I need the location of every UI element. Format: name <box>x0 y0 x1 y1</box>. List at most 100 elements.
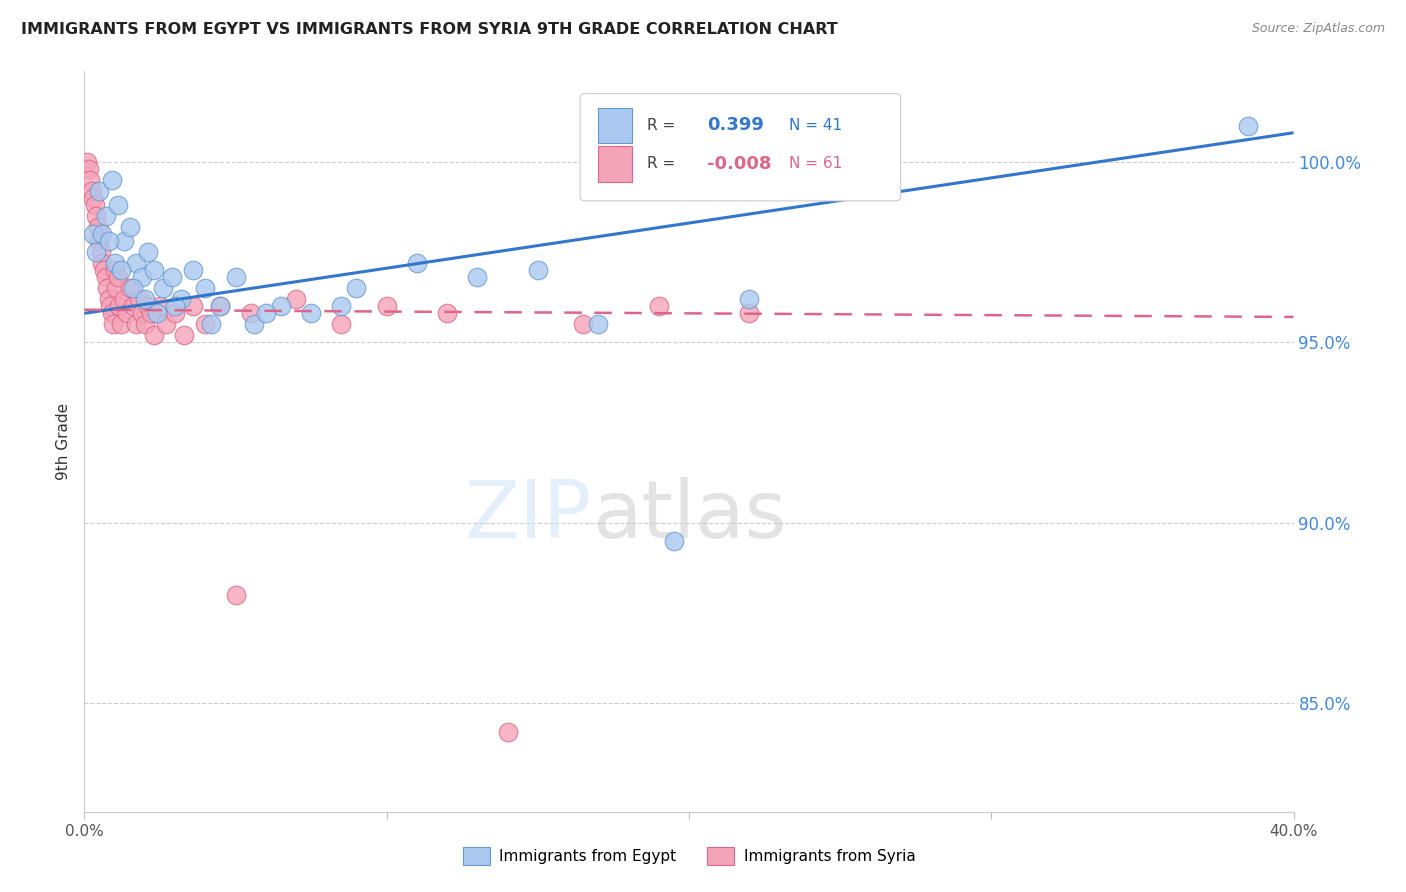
Point <box>181 299 204 313</box>
Point <box>90 244 112 259</box>
Point <box>330 299 353 313</box>
Point <box>467 270 489 285</box>
Point <box>89 184 111 198</box>
Point <box>142 328 165 343</box>
Point <box>107 198 129 212</box>
Point <box>93 263 115 277</box>
Point <box>110 263 132 277</box>
Point <box>572 317 595 331</box>
Point <box>254 306 277 320</box>
Point <box>209 299 232 313</box>
Point <box>436 306 458 320</box>
FancyBboxPatch shape <box>599 108 633 144</box>
Point <box>142 263 165 277</box>
Text: R =: R = <box>647 156 679 171</box>
Point <box>285 292 308 306</box>
Text: ZIP: ZIP <box>465 476 592 555</box>
Point <box>496 725 519 739</box>
Point <box>96 281 118 295</box>
Point <box>112 292 135 306</box>
Point <box>136 299 159 313</box>
Point <box>173 328 195 343</box>
Point <box>134 317 156 331</box>
Point <box>146 306 169 320</box>
Text: N = 41: N = 41 <box>789 118 842 133</box>
Point <box>270 299 292 313</box>
Point <box>165 299 187 313</box>
Point <box>738 306 761 320</box>
Text: IMMIGRANTS FROM EGYPT VS IMMIGRANTS FROM SYRIA 9TH GRADE CORRELATION CHART: IMMIGRANTS FROM EGYPT VS IMMIGRANTS FROM… <box>21 22 838 37</box>
Point <box>125 317 148 331</box>
Point <box>209 299 232 313</box>
Point <box>115 306 138 320</box>
Point <box>128 292 150 306</box>
Point <box>239 306 262 320</box>
Point <box>100 172 122 186</box>
Point <box>107 270 129 285</box>
Point <box>242 317 264 331</box>
Point <box>87 219 110 234</box>
Point <box>121 299 143 313</box>
Point <box>86 209 108 223</box>
Text: 0.399: 0.399 <box>707 117 763 135</box>
Point <box>165 306 187 320</box>
Point <box>104 263 127 277</box>
Point <box>131 270 153 285</box>
Legend: Immigrants from Egypt, Immigrants from Syria: Immigrants from Egypt, Immigrants from S… <box>457 841 921 871</box>
Text: atlas: atlas <box>592 476 786 555</box>
Point <box>346 281 368 295</box>
Text: N = 61: N = 61 <box>789 156 842 171</box>
Point <box>100 306 122 320</box>
Point <box>738 292 761 306</box>
Point <box>80 184 103 198</box>
Point <box>160 270 183 285</box>
Point <box>225 270 247 285</box>
Point <box>101 317 124 331</box>
Point <box>97 292 120 306</box>
Point <box>1237 119 1260 133</box>
Point <box>110 317 132 331</box>
Point <box>98 299 121 313</box>
Point <box>152 281 174 295</box>
Point <box>330 317 353 331</box>
Point <box>84 198 107 212</box>
Point <box>406 256 429 270</box>
Point <box>105 281 128 295</box>
Point <box>125 256 148 270</box>
Y-axis label: 9th Grade: 9th Grade <box>56 403 72 480</box>
Point <box>118 281 141 295</box>
Point <box>527 263 550 277</box>
Point <box>104 256 127 270</box>
Point <box>170 292 193 306</box>
Point <box>97 234 120 248</box>
Point <box>588 317 610 331</box>
Point <box>86 244 108 259</box>
Point <box>662 533 685 548</box>
Point <box>91 256 114 270</box>
Point <box>77 161 100 176</box>
Point <box>200 317 222 331</box>
Point <box>181 263 204 277</box>
Point <box>94 270 117 285</box>
Point <box>194 281 217 295</box>
Point <box>82 191 104 205</box>
Point <box>648 299 671 313</box>
Point <box>108 299 131 313</box>
Point <box>134 292 156 306</box>
Text: R =: R = <box>647 118 679 133</box>
Point <box>118 219 141 234</box>
Point <box>194 317 217 331</box>
Point <box>299 306 322 320</box>
Point <box>225 588 247 602</box>
Point <box>121 281 143 295</box>
Point <box>112 234 135 248</box>
Point <box>76 154 98 169</box>
Point <box>89 234 111 248</box>
Point <box>149 299 172 313</box>
Point <box>131 306 153 320</box>
Point <box>136 244 159 259</box>
FancyBboxPatch shape <box>581 94 901 201</box>
Point <box>155 317 177 331</box>
FancyBboxPatch shape <box>599 146 633 182</box>
Text: -0.008: -0.008 <box>707 155 772 173</box>
